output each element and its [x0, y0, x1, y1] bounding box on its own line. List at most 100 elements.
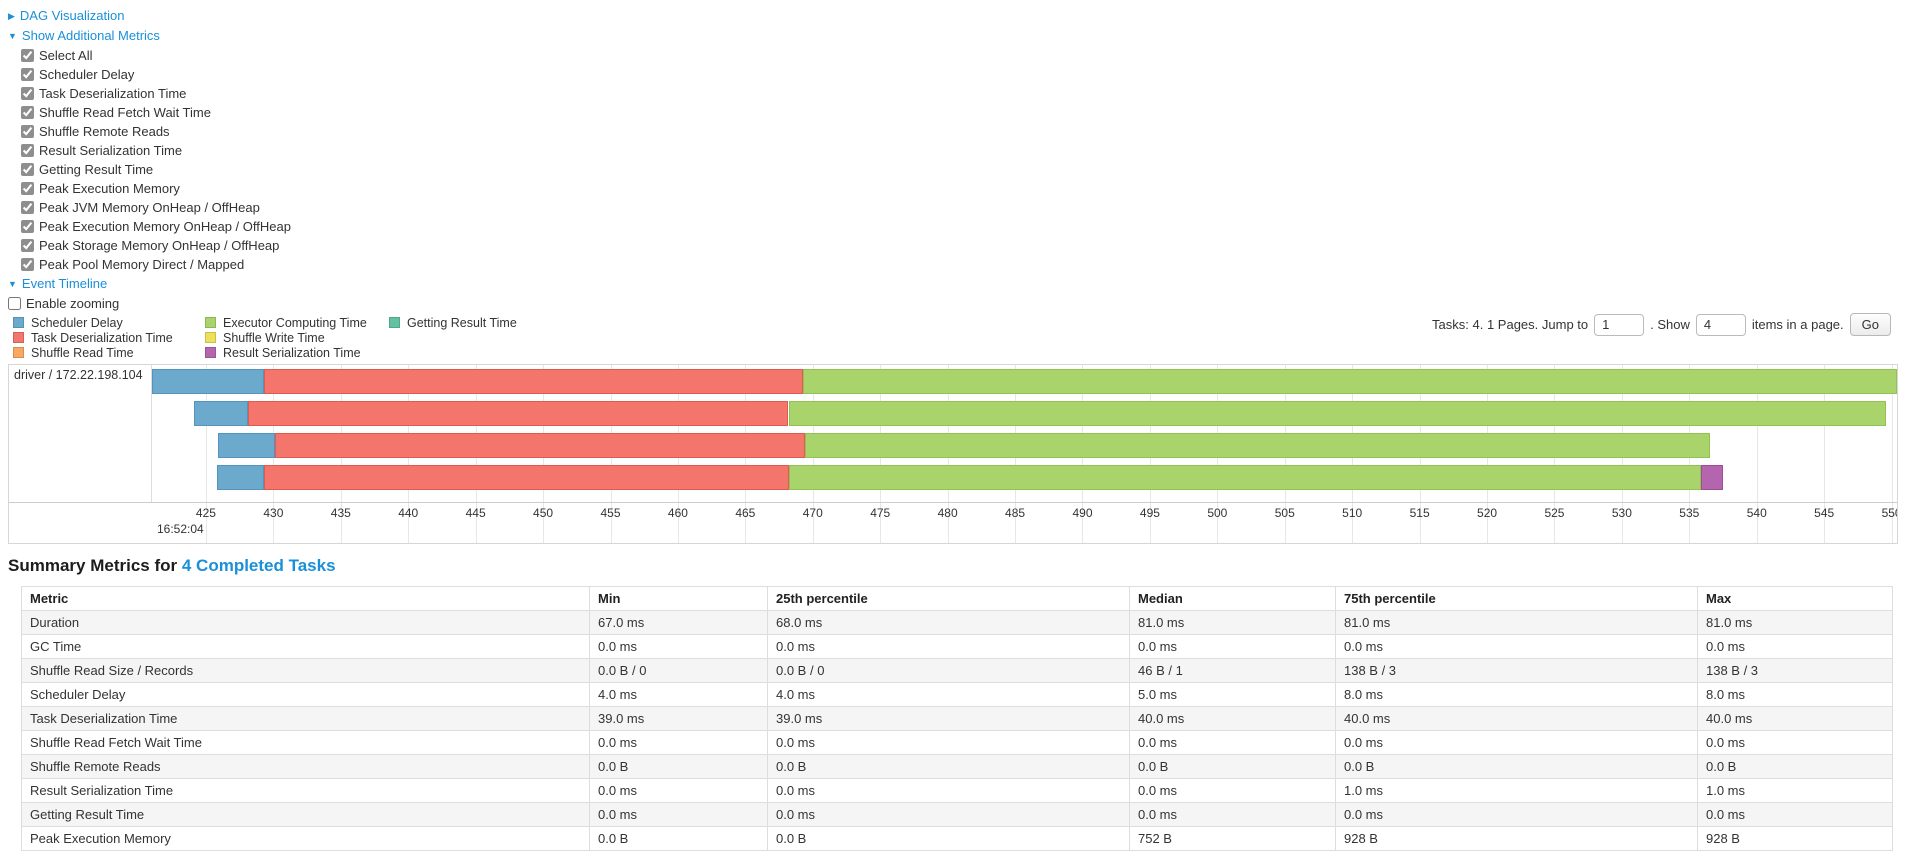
metric-value-cell: 0.0 B: [589, 826, 768, 851]
legend-label: Result Serialization Time: [223, 345, 361, 360]
metric-value-cell: 0.0 ms: [1335, 802, 1698, 827]
checkbox-icon[interactable]: [21, 182, 34, 195]
checkbox-icon[interactable]: [21, 163, 34, 176]
axis-tick-label: 470: [802, 506, 823, 520]
legend-label: Getting Result Time: [407, 315, 517, 330]
metric-checkbox-shuffle-remote-reads[interactable]: Shuffle Remote Reads: [21, 122, 1899, 141]
metric-checkbox-peak-storage-memory-onheap-offheap[interactable]: Peak Storage Memory OnHeap / OffHeap: [21, 236, 1899, 255]
show-additional-metrics-toggle[interactable]: ▼ Show Additional Metrics: [8, 26, 1899, 46]
metric-checkbox-task-deserialization-time[interactable]: Task Deserialization Time: [21, 84, 1899, 103]
task-bar-segment-executor-computing-time[interactable]: [803, 369, 1897, 394]
metric-checkbox-peak-jvm-memory-onheap-offheap[interactable]: Peak JVM Memory OnHeap / OffHeap: [21, 198, 1899, 217]
task-bar-segment-task-deserialization-time[interactable]: [263, 465, 789, 490]
summary-metrics-title: Summary Metrics for 4 Completed Tasks: [8, 556, 1899, 576]
metric-value-cell: 40.0 ms: [1697, 706, 1893, 731]
show-additional-metrics-link[interactable]: Show Additional Metrics: [21, 28, 160, 43]
metric-checkbox-label: Shuffle Remote Reads: [39, 124, 170, 139]
metric-checkbox-select-all[interactable]: Select All: [21, 46, 1899, 65]
column-header-min: Min: [589, 586, 768, 611]
axis-tick-label: 545: [1814, 506, 1835, 520]
task-bar-segment-scheduler-delay[interactable]: [218, 433, 275, 458]
dag-visualization-link[interactable]: DAG Visualization: [19, 8, 125, 23]
legend-label: Shuffle Read Time: [31, 345, 134, 360]
metric-value-cell: 8.0 ms: [1335, 682, 1698, 707]
task-bar-segment-scheduler-delay[interactable]: [216, 465, 264, 490]
column-header-median: Median: [1129, 586, 1336, 611]
metric-name-cell: Task Deserialization Time: [21, 706, 590, 731]
axis-tick-label: 435: [330, 506, 351, 520]
completed-tasks-link[interactable]: 4 Completed Tasks: [181, 556, 336, 575]
table-row: Shuffle Read Fetch Wait Time 0.0 ms 0.0 ms…: [21, 730, 1893, 755]
metric-name-cell: GC Time: [21, 634, 590, 659]
checkbox-icon[interactable]: [21, 144, 34, 157]
metric-checkbox-label: Peak JVM Memory OnHeap / OffHeap: [39, 200, 260, 215]
task-bar-segment-scheduler-delay[interactable]: [152, 369, 264, 394]
shuffle-read-time-swatch-icon: [13, 347, 24, 358]
enable-zooming-label: Enable zooming: [26, 296, 120, 311]
executor-group-label: driver / 172.22.198.104: [9, 365, 152, 502]
event-timeline-toggle[interactable]: ▼ Event Timeline: [8, 274, 1899, 294]
metric-checkbox-peak-execution-memory-onheap-offheap[interactable]: Peak Execution Memory OnHeap / OffHeap: [21, 217, 1899, 236]
metric-checkbox-shuffle-read-fetch-wait-time[interactable]: Shuffle Read Fetch Wait Time: [21, 103, 1899, 122]
metric-checkbox-label: Peak Execution Memory: [39, 181, 180, 196]
metric-value-cell: 0.0 B / 0: [767, 658, 1130, 683]
legend-item-shuffle-write-time: Shuffle Write Time: [205, 330, 389, 345]
go-button[interactable]: Go: [1849, 313, 1891, 336]
checkbox-icon[interactable]: [21, 87, 34, 100]
table-row: Getting Result Time 0.0 ms 0.0 ms 0.0 ms 0.0…: [21, 802, 1893, 827]
metric-value-cell: 0.0 B / 0: [589, 658, 768, 683]
summary-table-body: Duration 67.0 ms 68.0 ms 81.0 ms 81.0 ms 81.0…: [21, 610, 1893, 851]
axis-tick-label: 505: [1274, 506, 1295, 520]
axis-tick-label: 465: [735, 506, 756, 520]
items-per-page-input[interactable]: [1695, 313, 1746, 336]
legend-column: Executor Computing Time Shuffle Write Tim…: [205, 315, 389, 360]
task-bar-segment-task-deserialization-time[interactable]: [274, 433, 805, 458]
task-bar-segment-executor-computing-time[interactable]: [804, 433, 1710, 458]
metric-value-cell: 0.0 B: [1697, 754, 1893, 779]
checkbox-icon[interactable]: [21, 106, 34, 119]
legend-item-getting-result-time: Getting Result Time: [389, 315, 517, 330]
metric-checkbox-scheduler-delay[interactable]: Scheduler Delay: [21, 65, 1899, 84]
metric-checkbox-getting-result-time[interactable]: Getting Result Time: [21, 160, 1899, 179]
metric-value-cell: 40.0 ms: [1129, 706, 1336, 731]
event-timeline-link[interactable]: Event Timeline: [21, 276, 108, 291]
axis-tick-label: 480: [937, 506, 958, 520]
metric-checkbox-label: Task Deserialization Time: [39, 86, 187, 101]
enable-zooming-control[interactable]: Enable zooming: [8, 294, 1899, 313]
metric-checkbox-peak-execution-memory[interactable]: Peak Execution Memory: [21, 179, 1899, 198]
task-bar-segment-task-deserialization-time[interactable]: [247, 401, 789, 426]
task-deserialization-time-swatch-icon: [13, 332, 24, 343]
dag-visualization-toggle[interactable]: ▶ DAG Visualization: [8, 6, 1899, 26]
checkbox-icon[interactable]: [21, 239, 34, 252]
axis-tick-label: 525: [1544, 506, 1565, 520]
axis-tick-label: 445: [465, 506, 486, 520]
task-bar-segment-task-deserialization-time[interactable]: [263, 369, 804, 394]
axis-tick-label: 490: [1072, 506, 1093, 520]
checkbox-icon[interactable]: [21, 201, 34, 214]
metric-value-cell: 0.0 ms: [589, 730, 768, 755]
metric-name-cell: Shuffle Read Fetch Wait Time: [21, 730, 590, 755]
task-bar-segment-executor-computing-time[interactable]: [788, 401, 1887, 426]
checkbox-icon[interactable]: [21, 258, 34, 271]
checkbox-icon[interactable]: [21, 220, 34, 233]
checkbox-icon[interactable]: [21, 125, 34, 138]
checkbox-icon[interactable]: [21, 68, 34, 81]
table-row: Duration 67.0 ms 68.0 ms 81.0 ms 81.0 ms 81.0…: [21, 610, 1893, 635]
legend-item-executor-computing-time: Executor Computing Time: [205, 315, 389, 330]
show-text: . Show: [1650, 317, 1690, 332]
summary-title-text: Summary Metrics for: [8, 556, 178, 575]
task-bar-segment-scheduler-delay[interactable]: [193, 401, 248, 426]
axis-tick-label: 430: [263, 506, 284, 520]
checkbox-icon[interactable]: [21, 49, 34, 62]
axis-tick-label: 550: [1881, 506, 1897, 520]
jump-to-page-input[interactable]: [1594, 313, 1645, 336]
task-bar-segment-result-serialization-time[interactable]: [1701, 465, 1724, 490]
metric-name-cell: Shuffle Remote Reads: [21, 754, 590, 779]
legend-column: Getting Result Time: [389, 315, 517, 360]
metric-checkbox-label: Shuffle Read Fetch Wait Time: [39, 105, 211, 120]
metric-checkbox-peak-pool-memory-direct-mapped[interactable]: Peak Pool Memory Direct / Mapped: [21, 255, 1899, 274]
items-per-page-text: items in a page.: [1751, 317, 1844, 332]
enable-zooming-checkbox[interactable]: [8, 297, 21, 310]
task-bar-segment-executor-computing-time[interactable]: [788, 465, 1702, 490]
metric-checkbox-result-serialization-time[interactable]: Result Serialization Time: [21, 141, 1899, 160]
